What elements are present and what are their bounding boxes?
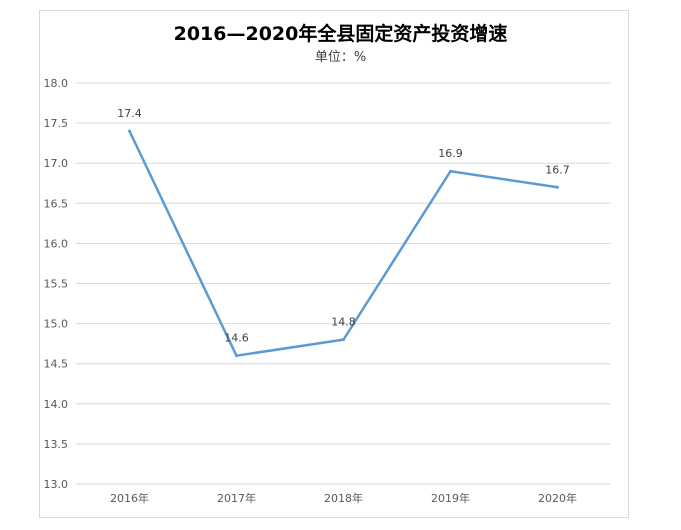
data-point [235, 354, 238, 358]
data-point [556, 185, 559, 189]
x-tick-label: 2020年 [538, 491, 577, 505]
y-tick-label: 15.0 [44, 318, 69, 331]
x-tick-label: 2017年 [217, 491, 256, 505]
data-point [342, 338, 345, 342]
x-tick-label: 2016年 [110, 491, 149, 505]
y-tick-label: 14.5 [44, 358, 69, 371]
data-point [449, 169, 452, 173]
chart-title: 2016—2020年全县固定资产投资增速 [173, 23, 508, 45]
series-layer [128, 129, 559, 358]
data-label: 17.4 [117, 107, 142, 120]
chart-frame [39, 10, 629, 518]
data-label: 14.6 [224, 332, 249, 345]
y-tick-label: 16.5 [44, 197, 69, 210]
y-tick-label: 13.0 [44, 478, 69, 491]
y-tick-label: 14.0 [44, 398, 69, 411]
y-tick-label: 17.0 [44, 157, 69, 170]
x-tick-label: 2019年 [431, 491, 470, 505]
y-axis: 13.0 13.5 14.0 14.5 15.0 15.5 16.0 16.5 17.0 17.5… [44, 77, 69, 491]
chart-subtitle: 单位：% [314, 50, 367, 65]
y-tick-label: 17.5 [44, 117, 69, 130]
data-point [128, 129, 131, 133]
y-tick-label: 15.5 [44, 278, 69, 291]
gridlines [76, 82, 611, 485]
x-axis: 2016年 2017年 2018年 2019年 2020年 [110, 491, 577, 505]
data-label: 16.9 [438, 147, 463, 160]
y-tick-label: 18.0 [44, 77, 69, 90]
data-label: 14.8 [331, 316, 356, 329]
x-tick-label: 2018年 [324, 491, 363, 505]
y-tick-label: 13.5 [44, 438, 69, 451]
data-labels: 17.4 14.6 14.8 16.9 16.7 [117, 107, 570, 345]
y-tick-label: 16.0 [44, 237, 69, 250]
data-label: 16.7 [545, 163, 570, 176]
